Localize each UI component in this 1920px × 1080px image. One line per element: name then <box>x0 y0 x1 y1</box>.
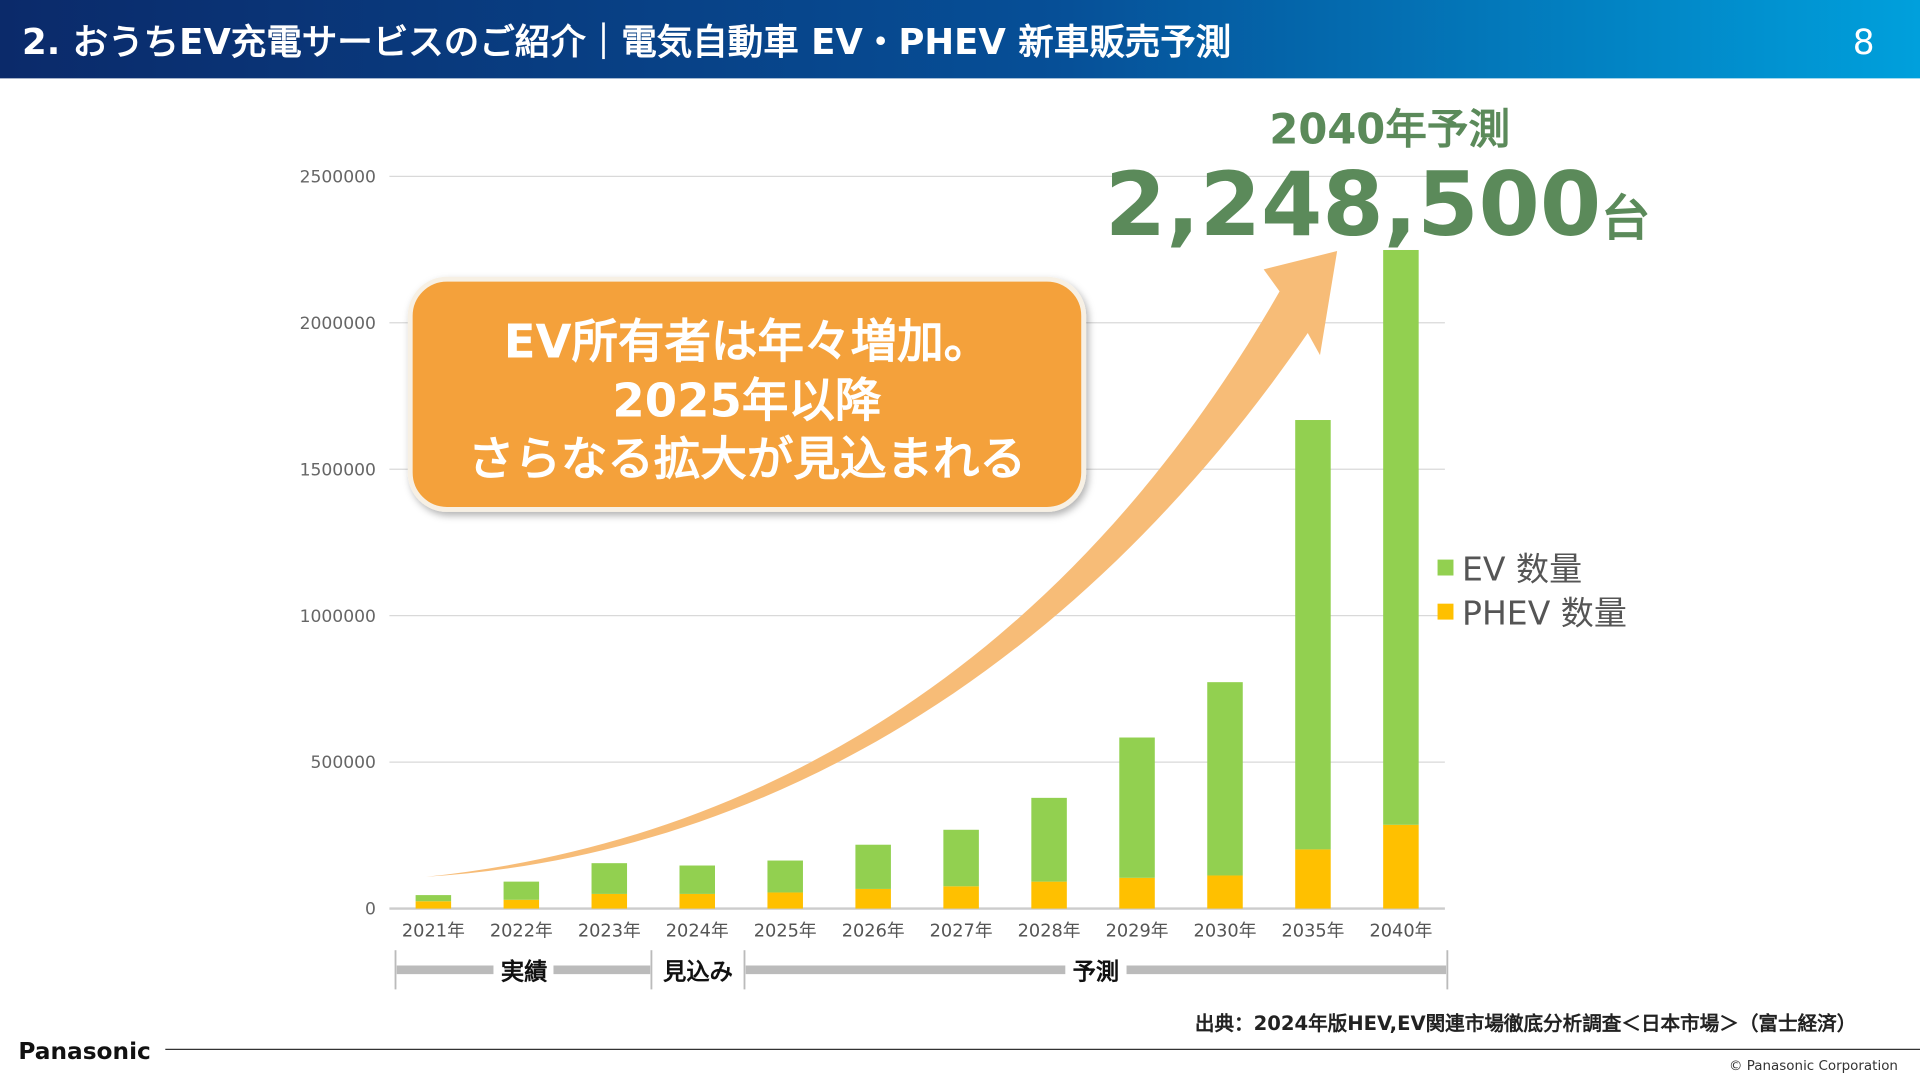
y-tick-label: 2500000 <box>300 167 376 187</box>
bar-segment <box>1207 682 1243 876</box>
page-number: 8 <box>1853 23 1875 63</box>
x-tick-label: 2026年 <box>842 921 905 942</box>
bar-segment <box>1383 249 1419 825</box>
x-tick-label: 2025年 <box>754 921 817 942</box>
bar-segment <box>415 901 452 909</box>
legend-label-phev: PHEV 数量 <box>1462 593 1627 632</box>
panasonic-logo: Panasonic <box>18 1038 150 1065</box>
headline-unit: 台 <box>1601 190 1650 247</box>
legend-swatch-ev <box>1437 559 1454 576</box>
bar-segment <box>1031 797 1067 882</box>
slide-title: 2. おうちEV充電サービスのご紹介｜電気自動車 EV・PHEV 新車販売予測 <box>22 22 1231 63</box>
callout-line-3: さらなる拡大が見込まれる <box>468 432 1026 486</box>
y-tick-label: 1500000 <box>300 460 376 480</box>
bar-segment <box>415 895 452 902</box>
y-tick-label: 0 <box>365 900 376 920</box>
bar-segment <box>855 844 891 889</box>
callout-line-2: 2025年以降 <box>612 373 881 427</box>
headline-label: 2040年予測 <box>1269 104 1510 153</box>
x-tick-label: 2040年 <box>1369 921 1432 942</box>
bar-segment <box>1119 737 1155 878</box>
bar-segment <box>1295 420 1331 850</box>
bar-segment <box>767 892 803 909</box>
copyright: © Panasonic Corporation <box>1729 1059 1898 1074</box>
legend-swatch-phev <box>1437 603 1454 620</box>
callout-line-1: EV所有者は年々増加。 <box>504 315 990 369</box>
period-forecast: 予測 <box>1073 959 1120 986</box>
chart-legend: EV 数量 PHEV 数量 <box>1437 549 1627 632</box>
x-tick-label: 2022年 <box>490 921 553 942</box>
x-axis-labels: 2021年 2022年 2023年 2024年 2025年 2026年 2027年 2028年… <box>402 921 1432 942</box>
x-tick-label: 2024年 <box>666 921 729 942</box>
bar-segment <box>943 829 979 887</box>
bar-segment <box>855 888 891 909</box>
bar-segment <box>1031 881 1067 909</box>
x-tick-label: 2023年 <box>578 921 641 942</box>
headline-figure: 2,248,500台 <box>1105 153 1650 256</box>
x-tick-label: 2035年 <box>1281 921 1344 942</box>
x-tick-label: 2028年 <box>1018 921 1081 942</box>
bar-segment <box>767 860 803 893</box>
y-tick-label: 2000000 <box>300 314 376 334</box>
bar-segment <box>943 886 979 909</box>
bar-segment <box>679 865 715 894</box>
legend-label-ev: EV 数量 <box>1462 549 1582 588</box>
bar-segment <box>679 893 715 909</box>
x-tick-label: 2029年 <box>1106 921 1169 942</box>
x-tick-label: 2027年 <box>930 921 993 942</box>
callout-box: EV所有者は年々増加。 2025年以降 さらなる拡大が見込まれる <box>407 276 1087 512</box>
period-estimate: 見込み <box>663 959 733 986</box>
y-tick-label: 1000000 <box>300 607 376 627</box>
period-brackets <box>394 950 1449 990</box>
header-bar <box>0 0 1920 79</box>
bar-segment <box>591 863 628 894</box>
x-tick-label: 2030年 <box>1194 921 1257 942</box>
period-actual: 実績 <box>501 959 548 986</box>
bar-segment <box>1119 877 1155 909</box>
x-tick-label: 2021年 <box>402 921 465 942</box>
chart-bars <box>415 249 1419 909</box>
bar-segment <box>503 881 540 900</box>
bar-segment <box>1383 824 1419 909</box>
bar-segment <box>1295 849 1331 909</box>
bar-segment <box>1207 875 1243 909</box>
bar-segment <box>503 899 540 909</box>
y-tick-label: 500000 <box>311 753 376 773</box>
headline-value: 2,248,500 <box>1105 153 1601 256</box>
bar-segment <box>591 893 628 909</box>
source-note: 出典：2024年版HEV,EV関連市場徹底分析調査＜日本市場＞（富士経済） <box>1195 1012 1856 1035</box>
